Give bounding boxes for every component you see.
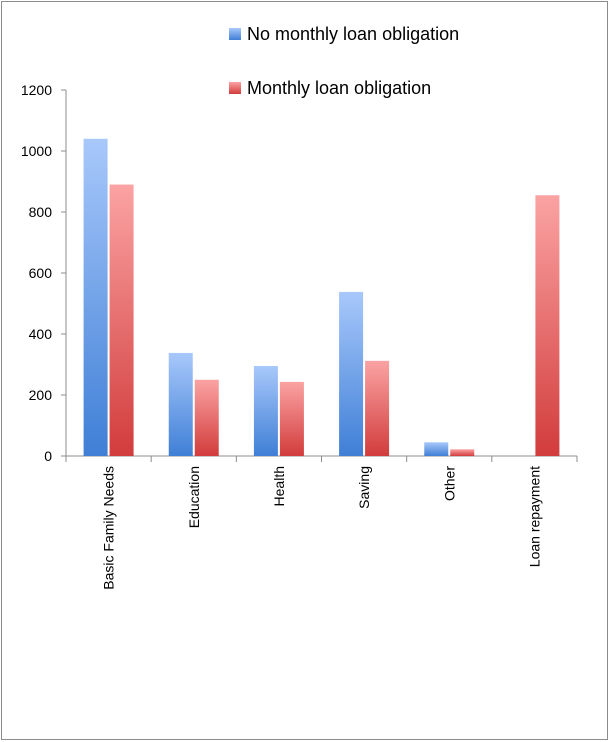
legend: No monthly loan obligation Monthly loan o…	[229, 24, 459, 98]
legend-swatch-no-loan	[229, 28, 241, 40]
y-tick-label: 1200	[21, 82, 52, 98]
bar-no-loan	[339, 291, 364, 456]
legend-label: No monthly loan obligation	[247, 24, 459, 44]
y-tick-label: 600	[29, 265, 53, 281]
bar-no-loan	[168, 352, 193, 456]
y-tick-label: 0	[44, 448, 52, 464]
bar-no-loan	[253, 366, 278, 456]
legend-swatch-loan	[229, 82, 241, 94]
y-tick-label: 400	[29, 326, 53, 342]
x-category-label: Saving	[356, 466, 372, 509]
x-category-label: Loan repayment	[526, 466, 542, 567]
bar-no-loan	[83, 138, 108, 457]
y-tick-label: 1000	[21, 143, 52, 159]
bar-loan	[109, 184, 134, 457]
bar-loan	[194, 379, 219, 456]
y-tick-label: 800	[29, 204, 53, 220]
bar-loan	[279, 381, 304, 456]
plot-area: 0 200 400 600 800 1000 1200 Basic Family Needs E…	[21, 82, 578, 590]
legend-label: Monthly loan obligation	[247, 78, 431, 98]
bar-loan	[365, 360, 390, 456]
y-tick-label: 200	[29, 387, 53, 403]
bar-no-loan	[424, 442, 449, 456]
bar-loan	[535, 195, 560, 456]
x-category-label: Education	[186, 466, 202, 528]
x-category-label: Health	[271, 466, 287, 506]
x-category-label: Basic Family Needs	[101, 466, 117, 590]
x-category-label: Other	[441, 466, 457, 501]
bar-loan	[450, 449, 475, 456]
